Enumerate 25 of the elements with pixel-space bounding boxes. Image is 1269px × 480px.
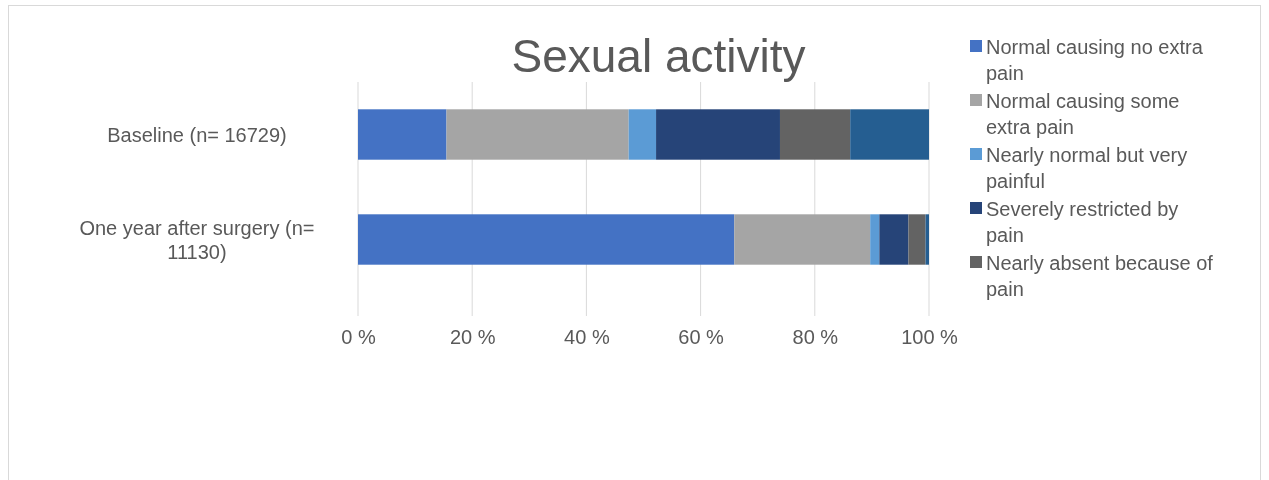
x-tick-label: 80 %	[792, 326, 839, 349]
x-tick-label: 60 %	[678, 326, 725, 349]
legend-label: Severely restricted by pain	[986, 198, 1179, 246]
bar	[446, 109, 629, 160]
y-tick-label: One year after surgery (n= 11130)	[79, 216, 315, 263]
bar	[870, 214, 880, 265]
bar	[779, 109, 851, 160]
legend-label: Normal causing some extra pain	[986, 90, 1180, 138]
x-tick-label: 20 %	[449, 326, 496, 349]
bar	[850, 109, 929, 160]
y-tick-label: Baseline (n= 16729)	[107, 123, 287, 146]
legend-label: Nearly absent because of pain	[986, 252, 1214, 300]
x-tick-label: 100 %	[901, 326, 959, 349]
chart-title: Sexual activity	[511, 30, 806, 82]
bar	[358, 214, 735, 265]
bar	[628, 109, 657, 160]
bar	[358, 109, 447, 160]
x-tick-label: 0 %	[341, 326, 376, 349]
bar	[879, 214, 909, 265]
bar	[734, 214, 871, 265]
bar	[908, 214, 926, 265]
x-tick-label: 40 %	[564, 326, 610, 349]
legend-label: Nearly normal but very painful	[986, 144, 1188, 192]
legend-label: Normal causing no extra pain	[986, 36, 1204, 84]
bar	[656, 109, 780, 160]
